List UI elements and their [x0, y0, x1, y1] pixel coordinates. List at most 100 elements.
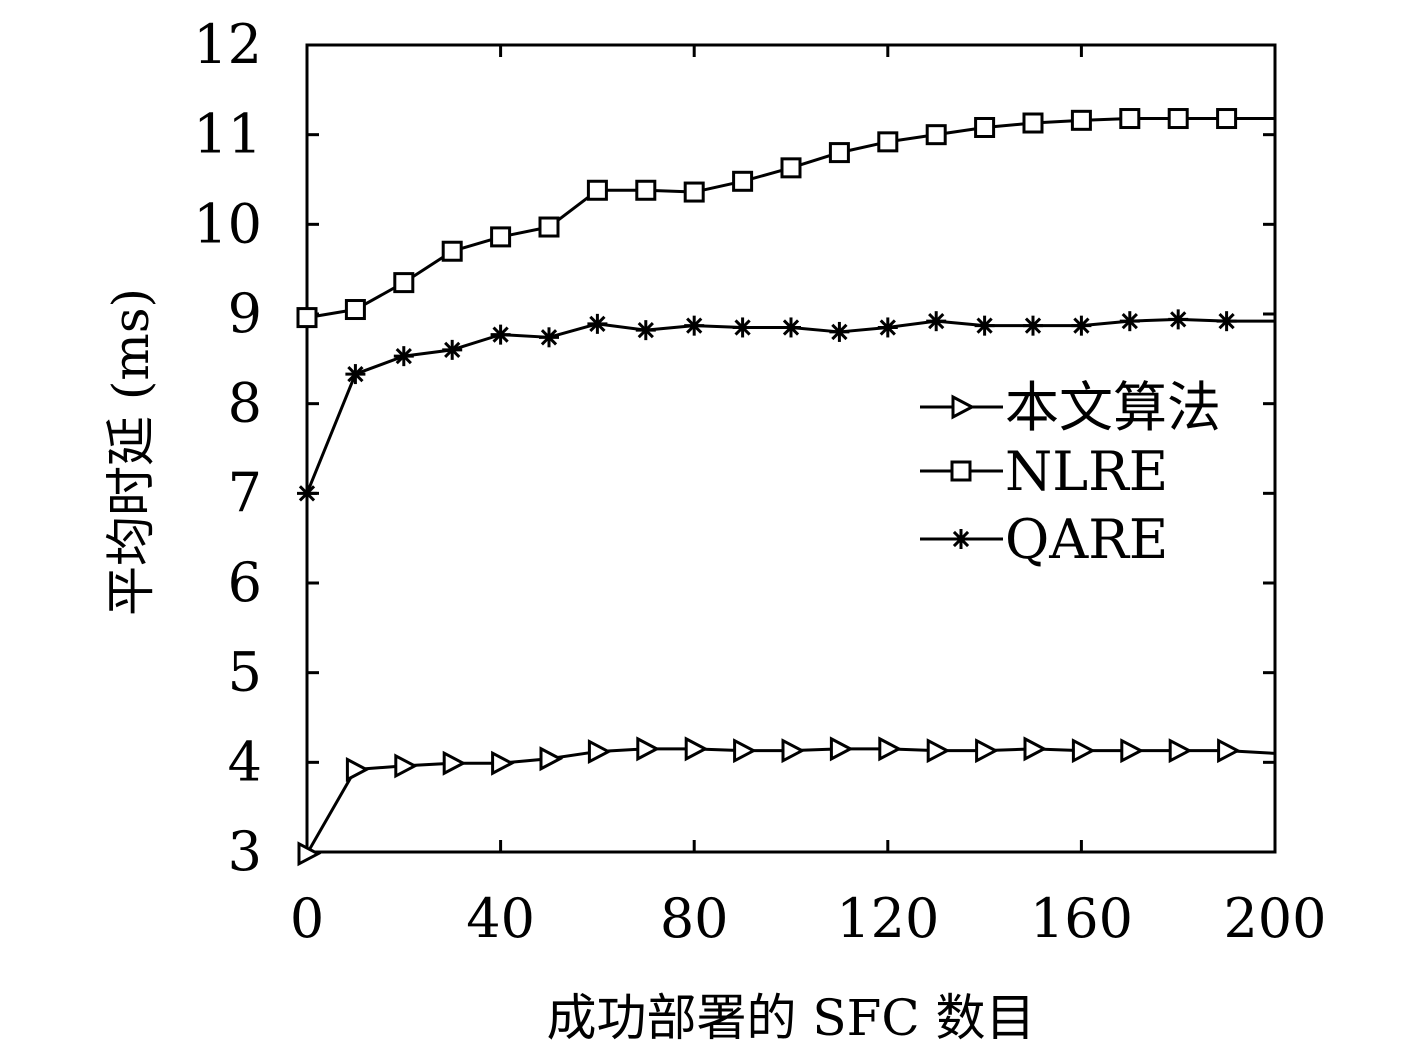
asterisk-marker: [345, 364, 366, 385]
data-point: [1022, 112, 1044, 134]
x-tick-label: 0: [290, 887, 324, 950]
triangle-marker: [1071, 738, 1096, 764]
square-marker: [683, 181, 705, 203]
data-point: [1023, 315, 1043, 336]
data-point: [1023, 736, 1048, 762]
triangle-marker: [878, 736, 903, 762]
data-point: [538, 216, 560, 238]
data-point: [877, 317, 898, 338]
triangle-marker: [345, 757, 370, 782]
square-marker: [974, 116, 996, 138]
asterisk-stroke: [347, 365, 364, 383]
y-axis: 3 4 5 6 7 8 9 10 11 12: [193, 13, 1275, 883]
series-本文算法: [297, 736, 1276, 867]
asterisk-marker: [951, 529, 971, 549]
triangle-marker: [297, 841, 322, 867]
asterisk-stroke: [540, 329, 558, 346]
y-axis-title: 平均时延 (ms): [102, 288, 160, 616]
triangle-marker: [587, 739, 612, 765]
series-QARE: [297, 309, 1275, 504]
data-point: [684, 315, 705, 336]
data-point: [635, 179, 657, 201]
triangle-marker: [781, 738, 806, 764]
data-point: [490, 226, 512, 248]
y-tick-label: 9: [228, 282, 262, 345]
data-point: [587, 739, 612, 765]
legend-label: NLRE: [1005, 440, 1168, 503]
asterisk-stroke: [1218, 313, 1235, 330]
asterisk-marker: [1023, 315, 1043, 336]
square-marker: [1167, 108, 1189, 130]
data-point: [732, 317, 753, 338]
y-tick-label: 7: [228, 461, 262, 524]
data-point: [926, 738, 951, 764]
data-point: [1071, 315, 1092, 336]
square-marker: [828, 142, 850, 164]
y-tick-label: 8: [228, 372, 262, 435]
data-point: [345, 364, 366, 385]
asterisk-marker: [974, 315, 995, 336]
data-point: [925, 124, 947, 146]
data-point: [1168, 309, 1189, 330]
asterisk-stroke: [1170, 311, 1187, 328]
square-marker: [780, 157, 802, 179]
triangle-marker: [539, 746, 564, 772]
legend-item: NLRE: [920, 440, 1168, 503]
y-tick-label: 6: [228, 551, 262, 614]
asterisk-marker: [1168, 309, 1189, 330]
triangle-marker: [1120, 738, 1145, 764]
x-tick-label: 120: [836, 887, 939, 950]
triangle-marker: [1217, 738, 1241, 764]
square-marker: [1070, 109, 1092, 131]
x-tick-label: 160: [1030, 887, 1133, 950]
triangle-marker: [394, 753, 419, 779]
square-marker: [925, 124, 947, 146]
asterisk-marker: [297, 483, 317, 504]
square-marker: [441, 240, 463, 262]
data-point: [539, 746, 564, 772]
data-point: [442, 339, 463, 360]
asterisk-stroke: [1121, 313, 1138, 330]
asterisk-stroke: [1073, 317, 1090, 334]
triangle-marker: [733, 738, 757, 764]
triangle-marker: [926, 738, 951, 764]
asterisk-marker: [877, 317, 898, 338]
asterisk-marker: [539, 327, 559, 348]
asterisk-stroke: [395, 348, 412, 365]
data-point: [1070, 109, 1092, 131]
series-NLRE: [296, 108, 1275, 329]
square-marker: [635, 179, 657, 201]
asterisk-stroke: [976, 317, 993, 334]
data-point: [393, 272, 415, 294]
data-point: [926, 311, 947, 332]
triangle-marker: [684, 736, 709, 762]
triangle-marker: [636, 736, 661, 762]
square-marker: [490, 226, 512, 248]
asterisk-stroke: [879, 319, 896, 336]
series-line: [306, 117, 1275, 320]
data-point: [975, 738, 999, 764]
triangle-marker: [829, 736, 854, 762]
square-marker: [1119, 108, 1141, 130]
asterisk-stroke: [637, 322, 654, 339]
y-tick-label: 4: [228, 730, 262, 793]
square-marker: [732, 170, 754, 192]
y-tick-label: 11: [193, 103, 262, 166]
asterisk-stroke: [444, 341, 461, 358]
data-point: [441, 240, 463, 262]
triangle-marker: [1023, 736, 1048, 762]
legend-item: 本文算法: [920, 376, 1221, 439]
x-axis-title: 成功部署的 SFC 数目: [547, 989, 1036, 1047]
asterisk-stroke: [1024, 317, 1042, 334]
data-point: [586, 179, 608, 201]
asterisk-stroke: [782, 319, 800, 336]
data-point: [1217, 738, 1241, 764]
data-point: [345, 757, 370, 782]
data-point: [1216, 311, 1237, 332]
asterisk-marker: [490, 324, 511, 345]
data-point: [733, 738, 757, 764]
asterisk-stroke: [831, 323, 848, 341]
y-tick-label: 3: [228, 820, 262, 883]
asterisk-stroke: [686, 317, 703, 334]
data-point: [683, 181, 705, 203]
